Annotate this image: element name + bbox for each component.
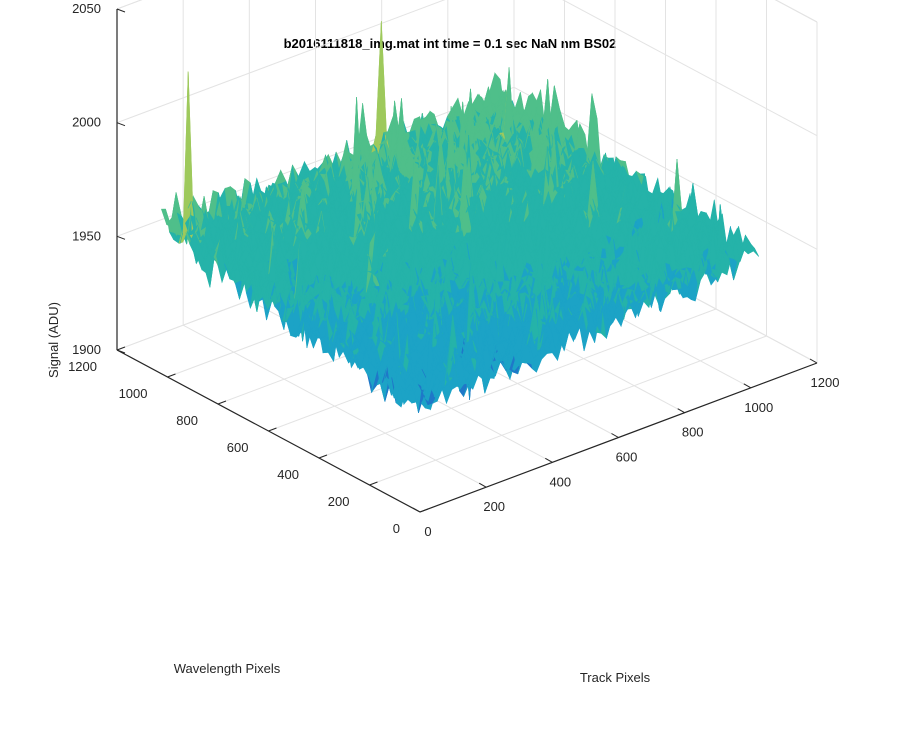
z-tick-label: 1900	[72, 342, 101, 357]
z-tick	[116, 349, 126, 354]
y-tick-label: 200	[328, 494, 350, 509]
x-tick	[412, 507, 421, 513]
surface-patch	[749, 242, 760, 257]
x-tick-label: 1200	[811, 375, 840, 390]
floor-grid-line	[318, 308, 717, 459]
x-tick	[611, 433, 619, 438]
y-tick-label: 400	[277, 467, 299, 482]
axis-layer	[116, 8, 818, 513]
y-tick-label: 1000	[119, 386, 148, 401]
z-tick-label: 1950	[72, 228, 101, 243]
y-tick	[419, 508, 429, 513]
y-tick	[217, 400, 227, 405]
y-tick	[268, 427, 277, 432]
x-tick-label: 1000	[744, 400, 773, 415]
z-tick	[116, 8, 126, 13]
y-tick	[167, 373, 176, 378]
y-tick-label: 0	[393, 521, 400, 536]
y-tick-label: 1200	[68, 359, 97, 374]
x-tick-label: 600	[616, 450, 638, 465]
x-tick	[677, 408, 685, 414]
side-wall-grid-line	[513, 86, 818, 250]
x-tick-label: 800	[682, 425, 704, 440]
y-tick	[116, 346, 126, 351]
x-tick	[545, 457, 553, 463]
floor-grid-line	[369, 335, 767, 486]
z-tick	[116, 122, 126, 127]
x-tick-label: 200	[483, 499, 505, 514]
y-tick	[369, 481, 378, 486]
x-tick	[743, 383, 752, 389]
x-tick	[478, 482, 487, 488]
y-axis-label: Wavelength Pixels	[174, 661, 281, 676]
y-tick-label: 800	[176, 413, 198, 428]
side-wall-grid-line	[562, 0, 818, 137]
x-tick	[809, 358, 818, 364]
tick-layer: 0 200 400 600 800 1000 1200 0 200 400 600 800 1000 12…	[68, 1, 839, 539]
z-tick	[116, 235, 126, 240]
y-tick	[318, 454, 328, 459]
x-tick-label: 0	[424, 524, 431, 539]
back-wall-grid-line	[116, 86, 515, 237]
z-tick-label: 2000	[72, 115, 101, 130]
z-axis-label: Signal (ADU)	[46, 302, 61, 378]
chart-title: b2016111818_img.mat int time = 0.1 sec N…	[283, 36, 617, 51]
y-tick-label: 600	[227, 440, 249, 455]
x-axis-label: Track Pixels	[580, 670, 651, 685]
surface-layer	[160, 21, 760, 413]
back-wall-grid-line	[116, 0, 446, 124]
z-tick-label: 2050	[72, 1, 101, 16]
x-tick-label: 400	[549, 474, 571, 489]
